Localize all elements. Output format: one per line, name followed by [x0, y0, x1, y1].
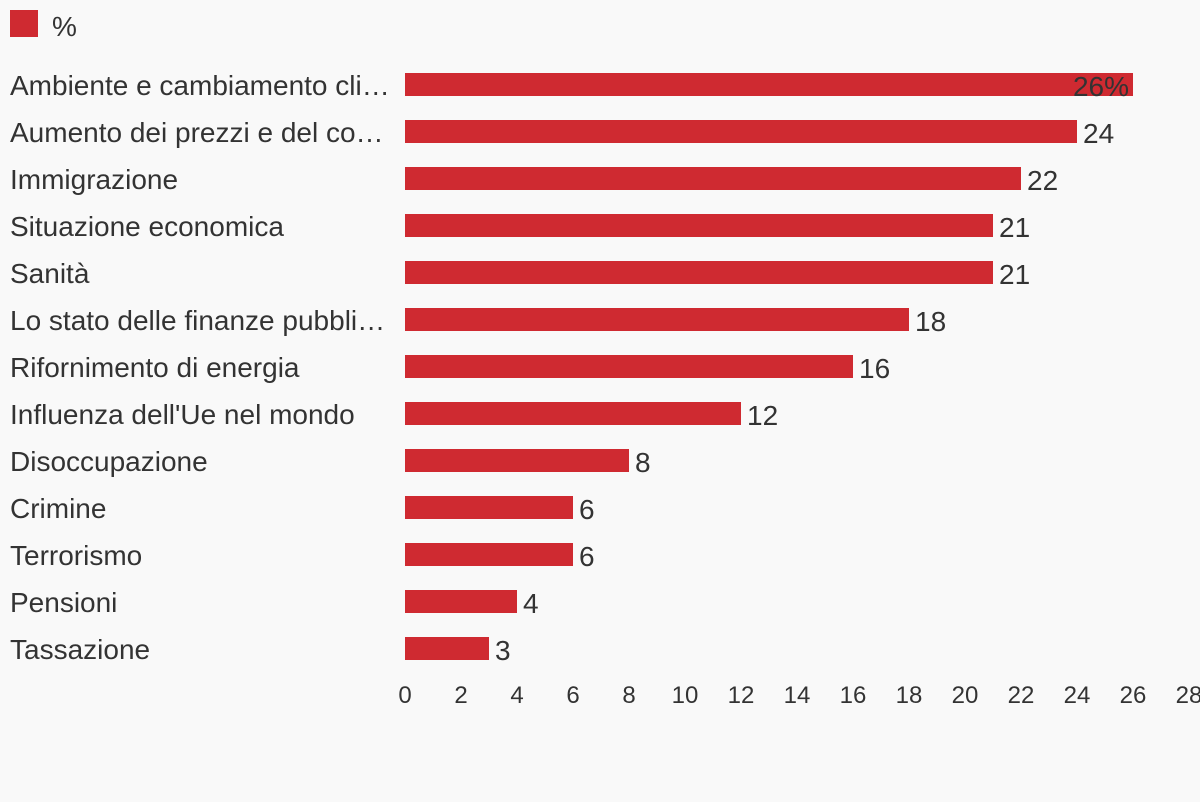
x-tick-label: 22: [1008, 682, 1035, 709]
category-label: Terrorismo: [10, 540, 142, 571]
bar: [405, 637, 489, 660]
category-label: Pensioni: [10, 587, 117, 618]
value-label: 6: [579, 541, 595, 572]
x-tick-label: 2: [454, 682, 467, 709]
x-tick-label: 20: [952, 682, 979, 709]
x-tick-label: 8: [622, 682, 635, 709]
value-label: 21: [999, 259, 1030, 290]
category-label: Ambiente e cambiamento cli…: [10, 70, 390, 101]
bars: [405, 73, 1133, 660]
value-label: 12: [747, 400, 778, 431]
bar: [405, 120, 1077, 143]
x-tick-label: 14: [784, 682, 811, 709]
x-tick-label: 4: [510, 682, 523, 709]
x-axis-ticks: 0 2 4 6 8 10 12 14 16 18 20 22 24 26 28: [398, 682, 1200, 709]
category-label: Lo stato delle finanze pubbli…: [10, 305, 385, 336]
bar: [405, 496, 573, 519]
value-label: 24: [1083, 118, 1114, 149]
value-labels: 26% 24 22 21 21 18 16 12 8 6 6 43: [495, 71, 1129, 666]
category-label: Aumento dei prezzi e del co…: [10, 117, 384, 148]
bar: [405, 308, 909, 331]
value-label: 6: [579, 494, 595, 525]
legend: %: [10, 10, 77, 42]
x-tick-label: 26: [1120, 682, 1147, 709]
x-tick-label: 28: [1176, 682, 1200, 709]
value-label: 18: [915, 306, 946, 337]
value-label: 8: [635, 447, 651, 478]
bar: [405, 355, 853, 378]
x-tick-label: 0: [398, 682, 411, 709]
x-tick-label: 12: [728, 682, 755, 709]
value-label: 26%: [1073, 71, 1129, 102]
legend-label: %: [52, 11, 77, 42]
bar: [405, 73, 1133, 96]
value-label: 21: [999, 212, 1030, 243]
value-label: 3: [495, 635, 511, 666]
bar: [405, 167, 1021, 190]
category-label: Crimine: [10, 493, 106, 524]
x-tick-label: 24: [1064, 682, 1091, 709]
value-label: 22: [1027, 165, 1058, 196]
category-label: Tassazione: [10, 634, 150, 665]
bar: [405, 590, 517, 613]
category-label: Disoccupazione: [10, 446, 208, 477]
category-labels: Ambiente e cambiamento cli… Aumento dei p…: [10, 70, 390, 665]
category-label: Sanità: [10, 258, 90, 289]
category-label: Immigrazione: [10, 164, 178, 195]
bar: [405, 449, 629, 472]
category-label: Influenza dell'Ue nel mondo: [10, 399, 355, 430]
x-tick-label: 6: [566, 682, 579, 709]
value-label: 16: [859, 353, 890, 384]
category-label: Rifornimento di energia: [10, 352, 300, 383]
bar: [405, 214, 993, 237]
category-label: Situazione economica: [10, 211, 284, 242]
x-tick-label: 18: [896, 682, 923, 709]
x-tick-label: 10: [672, 682, 699, 709]
x-tick-label: 16: [840, 682, 867, 709]
value-label: 4: [523, 588, 539, 619]
bar: [405, 543, 573, 566]
bar: [405, 402, 741, 425]
bar: [405, 261, 993, 284]
legend-swatch: [10, 10, 38, 37]
